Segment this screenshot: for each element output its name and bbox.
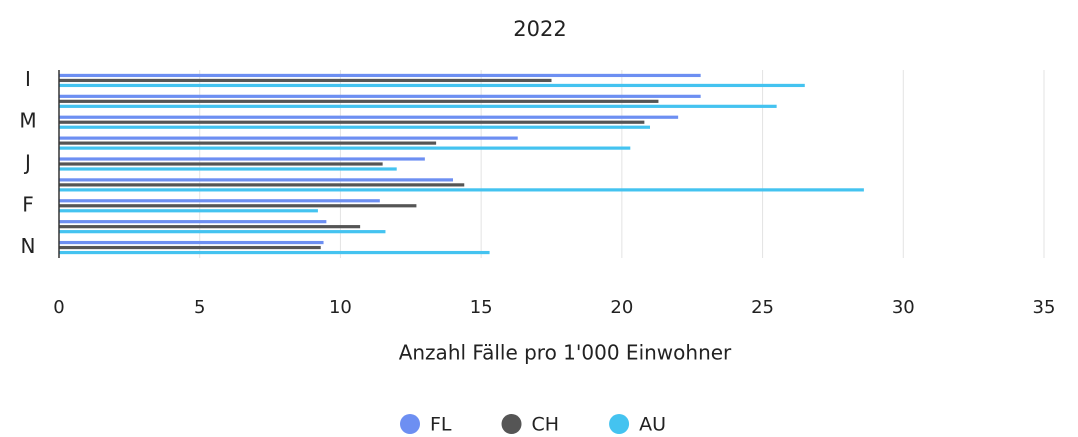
bar — [59, 94, 701, 98]
bar — [59, 104, 777, 108]
bar — [59, 83, 805, 88]
chart-title: 2022 — [513, 17, 566, 41]
legend-marker[interactable] — [400, 414, 420, 434]
x-tick-label: 35 — [1033, 297, 1056, 318]
bar — [59, 162, 383, 166]
bar — [59, 240, 324, 245]
bar — [59, 99, 659, 103]
y-tick-label: I — [25, 67, 31, 91]
y-tick-label: M — [19, 109, 36, 133]
x-tick-label: 10 — [329, 297, 352, 318]
legend-label[interactable]: FL — [430, 414, 452, 436]
y-tick-label: N — [21, 234, 36, 258]
bar — [59, 115, 679, 119]
bar — [59, 78, 552, 83]
legend-label[interactable]: CH — [532, 414, 560, 436]
bar — [59, 188, 864, 192]
bar — [59, 167, 397, 171]
bar — [59, 146, 631, 150]
x-axis-label: Anzahl Fälle pro 1'000 Einwohner — [399, 341, 732, 365]
y-tick-label: J — [23, 151, 31, 175]
bar — [59, 125, 650, 129]
x-tick-label: 25 — [751, 297, 774, 318]
bar — [59, 209, 318, 213]
x-tick-label: 0 — [53, 297, 64, 318]
x-tick-label: 30 — [892, 297, 915, 318]
x-tick-label: 15 — [470, 297, 493, 318]
bar — [59, 157, 425, 161]
bar — [59, 136, 518, 140]
bar — [59, 230, 386, 234]
bar — [59, 245, 321, 250]
bar — [59, 250, 490, 255]
x-tick-label: 5 — [194, 297, 205, 318]
y-tick-label: F — [22, 192, 34, 216]
bar — [59, 73, 701, 78]
bar — [59, 199, 380, 203]
bar — [59, 220, 327, 224]
bar — [59, 141, 437, 145]
legend-label[interactable]: AU — [639, 414, 666, 436]
bar — [59, 225, 361, 229]
bar — [59, 178, 453, 182]
x-tick-label: 20 — [610, 297, 633, 318]
bar — [59, 183, 465, 187]
bar — [59, 204, 417, 208]
legend-marker[interactable] — [609, 414, 630, 434]
legend-marker[interactable] — [501, 414, 522, 434]
bar — [59, 120, 645, 124]
